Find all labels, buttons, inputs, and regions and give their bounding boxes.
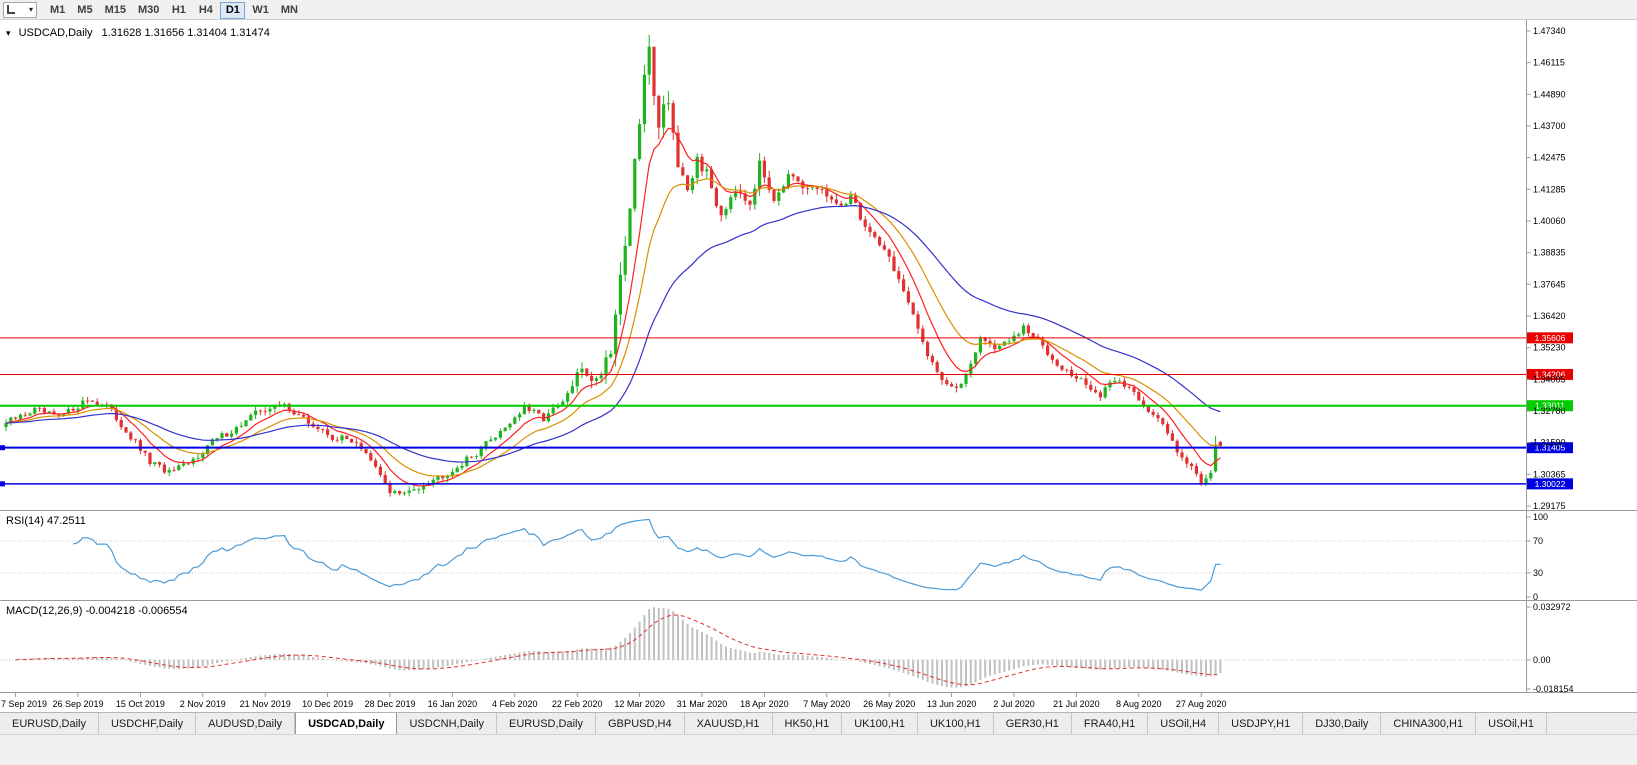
svg-text:1.46115: 1.46115 [1533, 58, 1565, 68]
svg-text:1.31405: 1.31405 [1535, 443, 1566, 453]
svg-text:27 Aug 2020: 27 Aug 2020 [1176, 699, 1227, 709]
chart-tab-audusd-daily[interactable]: AUDUSD,Daily [196, 713, 296, 734]
collapse-chart-icon[interactable]: ▾ [6, 28, 11, 38]
svg-text:2 Nov 2019: 2 Nov 2019 [180, 699, 226, 709]
status-bar [0, 734, 1637, 765]
chart-tab-eurusd-daily[interactable]: EURUSD,Daily [0, 713, 99, 734]
svg-text:1.29175: 1.29175 [1533, 501, 1566, 511]
chart-tab-eurusd-daily[interactable]: EURUSD,Daily [497, 713, 596, 734]
chart-tab-hk50-h1[interactable]: HK50,H1 [772, 713, 843, 734]
svg-text:1.31590: 1.31590 [1533, 438, 1566, 448]
svg-text:1.30365: 1.30365 [1533, 469, 1566, 479]
svg-text:21 Jul 2020: 21 Jul 2020 [1053, 699, 1100, 709]
svg-text:1.34005: 1.34005 [1533, 374, 1566, 384]
chart-canvas[interactable]: 1.35606 1.34206 1.33011 1.31405 1.30022 1.473… [0, 20, 1637, 712]
chart-tab-xauusd-h1[interactable]: XAUUSD,H1 [684, 713, 773, 734]
svg-text:1.41285: 1.41285 [1533, 184, 1566, 194]
chart-tab-uk100-h1[interactable]: UK100,H1 [842, 713, 918, 734]
chart-tab-usdchf-daily[interactable]: USDCHF,Daily [98, 713, 197, 734]
timeframe-button-m30[interactable]: M30 [133, 2, 164, 19]
rsi-indicator-label: RSI(14) 47.2511 [6, 515, 86, 527]
svg-text:0.00: 0.00 [1533, 655, 1551, 665]
svg-text:1.38835: 1.38835 [1533, 248, 1566, 258]
timeframe-button-h4[interactable]: H4 [193, 2, 218, 19]
svg-text:13 Jun 2020: 13 Jun 2020 [927, 699, 977, 709]
svg-text:0: 0 [1533, 592, 1538, 602]
svg-text:8 Aug 2020: 8 Aug 2020 [1116, 699, 1162, 709]
timeframe-toolbar: ▾ M1 M5 M15 M30 H1 H4 D1 W1 MN [0, 0, 1637, 20]
symbol-combo[interactable]: ▾ [3, 1, 37, 18]
timeframe-buttons-group: M1 M5 M15 M30 H1 H4 D1 W1 MN [44, 0, 304, 19]
svg-text:18 Apr 2020: 18 Apr 2020 [740, 699, 789, 709]
timeframe-button-d1[interactable]: D1 [220, 1, 246, 19]
svg-text:10 Dec 2019: 10 Dec 2019 [302, 699, 353, 709]
chart-symbol-period: USDCAD,Daily [18, 27, 93, 39]
timeframe-button-h1[interactable]: H1 [166, 2, 191, 19]
svg-text:1.30022: 1.30022 [1535, 479, 1566, 489]
svg-text:30: 30 [1533, 568, 1543, 578]
chart-tab-ger30-h1[interactable]: GER30,H1 [993, 713, 1072, 734]
svg-text:4 Feb 2020: 4 Feb 2020 [492, 699, 538, 709]
svg-text:1.37645: 1.37645 [1533, 279, 1566, 289]
svg-text:15 Oct 2019: 15 Oct 2019 [116, 699, 165, 709]
timeframe-button-m1[interactable]: M1 [45, 2, 70, 19]
chart-tabs-bar: EURUSD,Daily USDCHF,Daily AUDUSD,Daily USDC… [0, 712, 1637, 734]
svg-text:1.32780: 1.32780 [1533, 406, 1566, 416]
svg-text:12 Mar 2020: 12 Mar 2020 [614, 699, 665, 709]
chevron-down-icon: ▾ [28, 4, 33, 14]
svg-text:21 Nov 2019: 21 Nov 2019 [240, 699, 291, 709]
svg-text:16 Jan 2020: 16 Jan 2020 [428, 699, 478, 709]
macd-indicator-label: MACD(12,26,9) -0.004218 -0.006554 [6, 605, 188, 617]
svg-text:0.032972: 0.032972 [1533, 602, 1571, 612]
chart-tab-uk100-h1[interactable]: UK100,H1 [917, 713, 994, 734]
chart-tab-usdjpy-h1[interactable]: USDJPY,H1 [1219, 713, 1304, 734]
svg-text:1.43700: 1.43700 [1533, 121, 1566, 131]
svg-text:22 Feb 2020: 22 Feb 2020 [552, 699, 603, 709]
timeframe-button-m15[interactable]: M15 [100, 2, 131, 19]
svg-text:1.34206: 1.34206 [1535, 369, 1566, 379]
chart-tab-usdcnh-daily[interactable]: USDCNH,Daily [397, 713, 498, 734]
timeframe-button-mn[interactable]: MN [276, 2, 303, 19]
svg-text:26 May 2020: 26 May 2020 [863, 699, 915, 709]
chart-icon [7, 5, 15, 14]
svg-text:1.44890: 1.44890 [1533, 89, 1566, 99]
chart-tab-gbpusd-h4[interactable]: GBPUSD,H4 [596, 713, 685, 734]
chart-tab-fra40-h1[interactable]: FRA40,H1 [1071, 713, 1149, 734]
svg-text:1.35230: 1.35230 [1533, 343, 1566, 353]
chart-tab-china300-h1[interactable]: CHINA300,H1 [1381, 713, 1477, 734]
chart-tab-usoil-h4[interactable]: USOil,H4 [1148, 713, 1220, 734]
chart-ohlc-quote: 1.31628 1.31656 1.31404 1.31474 [101, 27, 270, 39]
chart-title: ▾ USDCAD,Daily 1.31628 1.31656 1.31404 1… [6, 27, 276, 39]
svg-text:28 Dec 2019: 28 Dec 2019 [364, 699, 415, 709]
svg-text:2 Jul 2020: 2 Jul 2020 [993, 699, 1035, 709]
chart-tab-usoil-h1[interactable]: USOil,H1 [1476, 713, 1547, 734]
svg-text:1.47340: 1.47340 [1533, 26, 1566, 36]
timeframe-button-w1[interactable]: W1 [247, 2, 274, 19]
svg-text:1.36420: 1.36420 [1533, 311, 1566, 321]
chart-tab-dj30-daily[interactable]: DJ30,Daily [1303, 713, 1382, 734]
svg-text:1.33011: 1.33011 [1535, 401, 1565, 411]
chart-tab-usdcad-daily[interactable]: USDCAD,Daily [295, 713, 398, 734]
svg-text:1.35606: 1.35606 [1535, 333, 1566, 343]
svg-text:31 Mar 2020: 31 Mar 2020 [677, 699, 728, 709]
svg-text:1.42475: 1.42475 [1533, 153, 1566, 163]
timeframe-button-m5[interactable]: M5 [72, 2, 97, 19]
svg-text:7 Sep 2019: 7 Sep 2019 [1, 699, 47, 709]
svg-text:1.40060: 1.40060 [1533, 216, 1566, 226]
chart-area: 1.35606 1.34206 1.33011 1.31405 1.30022 1.473… [0, 20, 1637, 712]
svg-text:26 Sep 2019: 26 Sep 2019 [52, 699, 103, 709]
svg-text:7 May 2020: 7 May 2020 [803, 699, 850, 709]
svg-text:70: 70 [1533, 536, 1543, 546]
svg-text:-0.018154: -0.018154 [1533, 684, 1574, 694]
svg-text:100: 100 [1533, 512, 1548, 522]
